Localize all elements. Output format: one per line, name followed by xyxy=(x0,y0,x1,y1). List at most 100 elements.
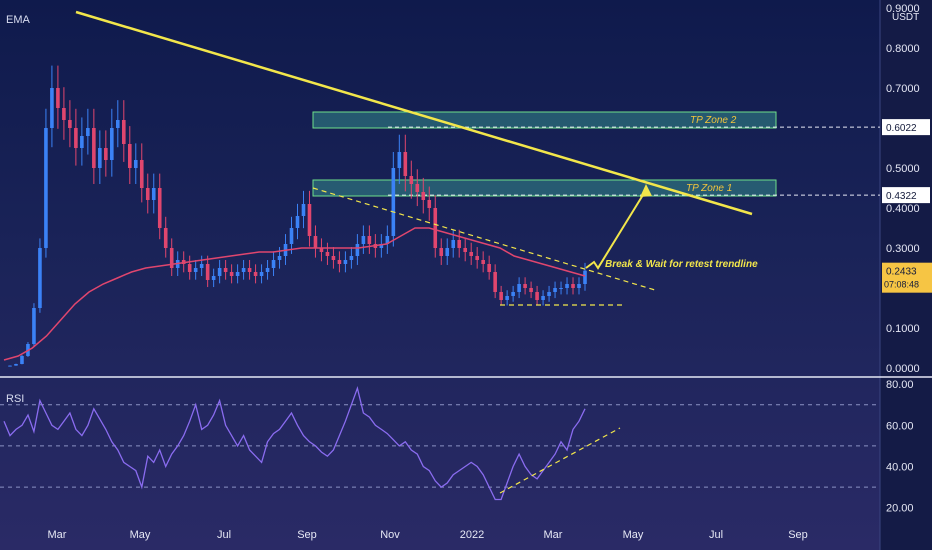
candle-body xyxy=(145,188,150,200)
candle-body xyxy=(62,108,66,120)
candle-body xyxy=(499,292,503,300)
rsi-label: RSI xyxy=(6,393,25,405)
candle-body xyxy=(116,120,120,128)
countdown-label: 07:08:48 xyxy=(884,280,919,290)
candle-body xyxy=(505,296,509,300)
candle-body xyxy=(391,168,396,236)
candle-body xyxy=(457,240,462,248)
rsi-tick-label: 60.00 xyxy=(886,420,914,432)
candle-body xyxy=(241,268,246,272)
price-tick-label: 0.1000 xyxy=(886,323,920,335)
candle-body xyxy=(451,240,456,248)
breakout-arrowhead xyxy=(640,184,652,197)
candle-body xyxy=(259,272,264,276)
x-tick-label: Jul xyxy=(709,529,723,541)
candle-body xyxy=(235,272,240,276)
candle-body xyxy=(68,120,72,128)
candle-body xyxy=(523,284,527,288)
candle-body xyxy=(427,200,432,208)
candle-body xyxy=(295,216,300,228)
candle-body xyxy=(385,236,390,244)
candle-body xyxy=(355,244,360,256)
candle-body xyxy=(547,292,551,296)
price-tick-label: 0.3000 xyxy=(886,243,920,255)
candle-body xyxy=(98,148,102,168)
candle-body xyxy=(349,256,354,260)
candle-body xyxy=(253,272,258,276)
candle-body xyxy=(559,288,563,289)
candle-body xyxy=(331,256,336,260)
candle-body xyxy=(565,284,569,288)
candle-body xyxy=(289,228,294,244)
candle-body xyxy=(223,268,228,272)
candle-body xyxy=(44,128,48,248)
breakout-arrow xyxy=(585,189,647,270)
candle-body xyxy=(577,284,581,288)
candle-body xyxy=(301,204,306,216)
candle-body xyxy=(211,276,216,280)
candle-body xyxy=(337,260,342,264)
candle-body xyxy=(535,292,539,300)
ema-line xyxy=(3,227,586,361)
candle-body xyxy=(475,256,479,260)
candle-body xyxy=(133,160,138,168)
candle-body xyxy=(367,236,372,244)
rsi-tick-label: 40.00 xyxy=(886,462,914,474)
candle-body xyxy=(127,144,132,168)
candle-body xyxy=(193,268,198,272)
candle-body xyxy=(463,248,468,252)
candle-body xyxy=(92,128,96,168)
price-level-badge xyxy=(882,119,930,136)
candle-body xyxy=(325,252,330,256)
candle-body xyxy=(265,268,270,272)
candle-body xyxy=(307,204,312,236)
candle-body xyxy=(205,264,210,280)
candle-body xyxy=(517,284,521,292)
candle-body xyxy=(271,260,276,268)
candle-body xyxy=(20,356,24,364)
x-tick-label: Nov xyxy=(380,529,400,541)
x-tick-label: Sep xyxy=(788,529,808,541)
candle-body xyxy=(487,264,491,272)
candle-body xyxy=(110,128,114,160)
candle-body xyxy=(32,308,36,344)
rsi-tick-label: 20.00 xyxy=(886,503,914,515)
x-tick-label: Sep xyxy=(297,529,317,541)
candle-body xyxy=(199,264,204,268)
candle-body xyxy=(313,236,318,248)
currency-label: USDT xyxy=(892,12,919,23)
candle-body xyxy=(50,88,54,128)
candle-body xyxy=(121,120,126,144)
current-price-badge xyxy=(882,262,932,293)
candle-body xyxy=(439,248,444,256)
candle-body xyxy=(445,248,450,256)
tp-zone-label: TP Zone 1 xyxy=(686,183,732,194)
candle-body xyxy=(403,152,408,176)
candle-body xyxy=(86,128,90,136)
candle-body xyxy=(415,184,420,192)
dashed-trendline xyxy=(312,187,656,291)
candle-body xyxy=(151,188,156,200)
candle-body xyxy=(379,244,384,248)
current-price-label: 0.2433 xyxy=(886,267,917,278)
candle-body xyxy=(8,365,12,367)
x-tick-label: May xyxy=(130,529,151,541)
candle-body xyxy=(169,248,174,268)
candle-body xyxy=(217,268,222,276)
candle-body xyxy=(481,260,485,264)
annotation-text: Break & Wait for retest trendline xyxy=(605,259,758,270)
rsi-line xyxy=(3,385,586,501)
candle-body xyxy=(38,248,42,308)
price-level-badge xyxy=(882,187,930,204)
candle-body xyxy=(157,188,162,228)
x-tick-label: Mar xyxy=(544,529,563,541)
tp-zone xyxy=(312,111,777,129)
rsi-trendline xyxy=(499,427,621,494)
price-tick-label: 0.7000 xyxy=(886,83,920,95)
candle-body xyxy=(187,264,192,272)
price-tick-label: 0.5000 xyxy=(886,163,920,175)
candle-body xyxy=(277,256,282,260)
tp-zone-label: TP Zone 2 xyxy=(690,115,737,126)
candle-body xyxy=(541,296,545,300)
